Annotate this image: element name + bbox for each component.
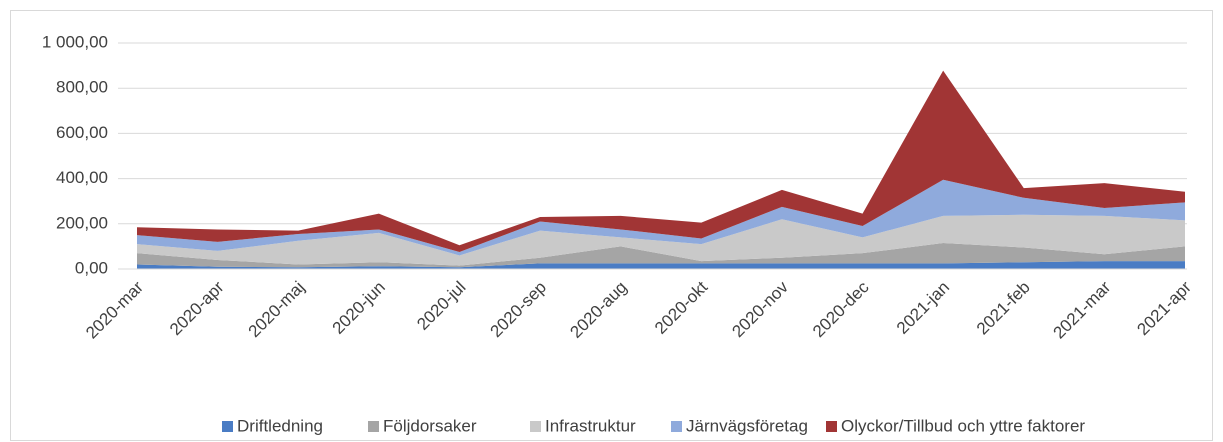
area <box>137 70 1185 253</box>
y-tick-label: 1 000,00 <box>42 32 108 51</box>
y-tick-label: 200,00 <box>56 213 108 232</box>
y-tick-label: 600,00 <box>56 123 108 142</box>
legend-label: Olyckor/Tillbud och yttre faktorer <box>841 416 1085 435</box>
area <box>137 261 1185 269</box>
legend-swatch <box>222 421 233 432</box>
y-tick-label: 400,00 <box>56 168 108 187</box>
legend-swatch <box>826 421 837 432</box>
legend-swatch <box>368 421 379 432</box>
legend-swatch <box>530 421 541 432</box>
y-tick-label: 800,00 <box>56 78 108 97</box>
area <box>137 214 1185 266</box>
y-tick-label: 0,00 <box>75 258 108 277</box>
area <box>137 179 1185 256</box>
legend-label: Infrastruktur <box>545 416 636 435</box>
legend-swatch <box>671 421 682 432</box>
legend-label: Driftledning <box>237 416 323 435</box>
legend-label: Järnvägsföretag <box>686 416 808 435</box>
legend-label: Följdorsaker <box>383 416 477 435</box>
area <box>137 243 1185 268</box>
